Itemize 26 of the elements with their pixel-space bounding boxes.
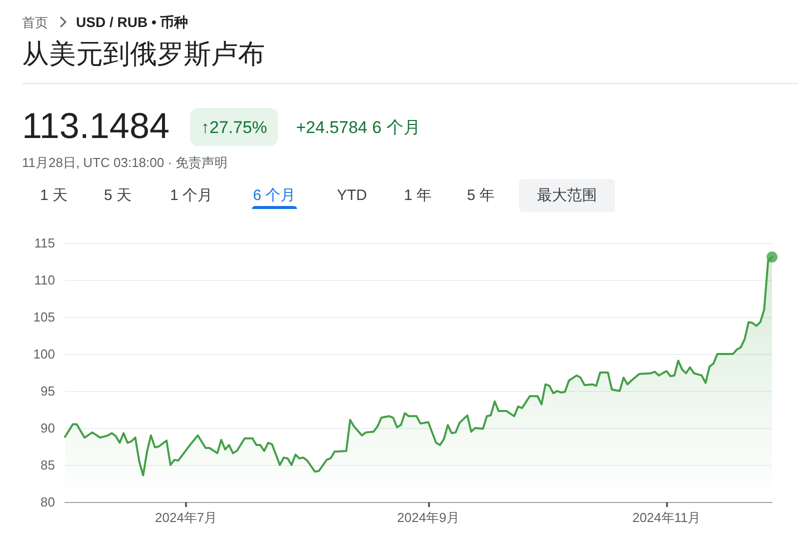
text: 5 年 (467, 186, 495, 204)
y-tick-label: 85 (40, 458, 55, 472)
x-tick-label: 2024年7月 (155, 510, 218, 525)
text: +24.5784 6 个月 (296, 118, 420, 136)
y-tick-label: 110 (34, 272, 55, 288)
y-tick-label: 115 (34, 236, 55, 250)
text: 6 个月 (253, 186, 296, 204)
text: 11月28日, UTC 03:18:00 · 免责声明 (22, 154, 228, 170)
y-tick-label: 80 (40, 494, 55, 510)
chart-title: 从美元到俄罗斯卢布 (22, 39, 265, 69)
text: USD / RUB • 币种 (76, 14, 188, 30)
text: YTD (337, 186, 367, 204)
text: 113.1484 (22, 105, 170, 146)
text: 首页 (22, 14, 48, 30)
y-tick-label: 100 (33, 346, 55, 362)
y-tick-label: 105 (33, 310, 55, 324)
x-tick-label: 2024年9月 (397, 510, 460, 525)
x-tick-label: 2024年11月 (632, 510, 701, 525)
y-tick-label: 95 (40, 384, 55, 398)
text: 1 年 (404, 186, 432, 204)
text: 5 天 (104, 186, 132, 204)
text: 最大范围 (537, 186, 597, 204)
text: 1 个月 (170, 186, 213, 204)
text: ↑27.75% (201, 118, 268, 136)
text: 1 天 (40, 186, 68, 204)
y-tick-label: 90 (40, 420, 55, 436)
